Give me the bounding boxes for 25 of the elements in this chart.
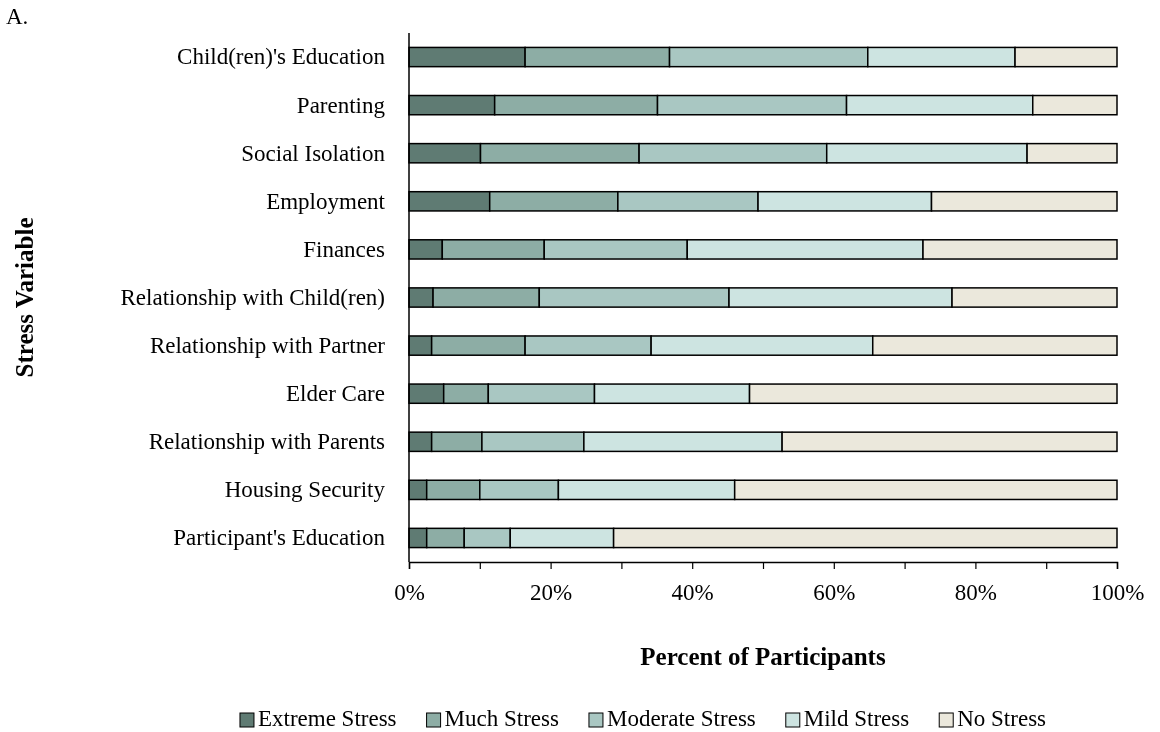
y-tick-label: Housing Security xyxy=(224,477,386,503)
x-tick-label: 20% xyxy=(530,579,573,605)
x-tick-label: 100% xyxy=(1090,579,1145,605)
y-tick-label: Relationship with Parents xyxy=(148,429,386,455)
y-tick-label: Relationship with Partner xyxy=(149,332,386,358)
x-tick-label: 40% xyxy=(671,579,714,605)
y-tick-label: Participant's Education xyxy=(173,525,386,551)
legend-label: No Stress xyxy=(957,706,1047,731)
legend-label: Mild Stress xyxy=(803,706,910,731)
y-tick-label: Finances xyxy=(303,236,386,262)
x-axis-title: Percent of Participants xyxy=(640,643,886,670)
x-tick-label: 0% xyxy=(394,579,425,605)
y-axis-title: Stress Variable xyxy=(11,217,38,378)
legend-label: Extreme Stress xyxy=(257,706,397,731)
text: A. xyxy=(6,4,29,29)
legend-label: Moderate Stress xyxy=(606,706,756,731)
y-tick-label: Child(ren)'s Education xyxy=(177,44,386,70)
y-tick-label: Elder Care xyxy=(286,381,385,407)
y-tick-label: Parenting xyxy=(296,92,386,118)
y-tick-label: Relationship with Child(ren) xyxy=(120,284,385,310)
x-tick-label: 80% xyxy=(954,579,997,605)
y-tick-label: Employment xyxy=(266,188,386,214)
legend-label: Much Stress xyxy=(444,706,559,731)
y-tick-label: Social Isolation xyxy=(241,140,386,166)
x-tick-label: 60% xyxy=(813,579,856,605)
